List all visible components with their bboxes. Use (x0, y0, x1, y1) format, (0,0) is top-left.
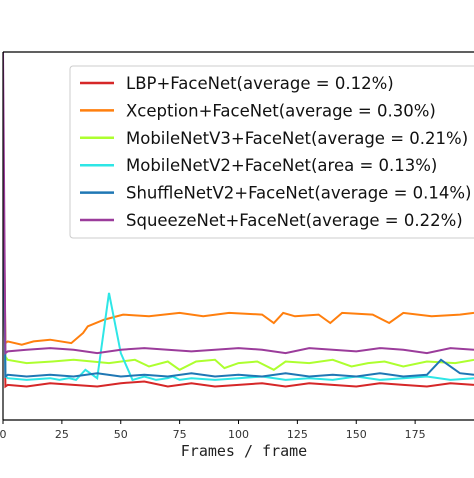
legend-label-5: ShuffleNetV2+FaceNet(average = 0.14%) (126, 184, 472, 203)
x-tick-label-25: 25 (55, 428, 69, 441)
legend-label-4: MobileNetV2+FaceNet(area = 0.13%) (126, 156, 437, 175)
x-tick-label-150: 150 (346, 428, 367, 441)
x-tick-label-50: 50 (114, 428, 128, 441)
x-tick-label-125: 125 (287, 428, 308, 441)
x-tick-label-75: 75 (173, 428, 187, 441)
legend-label-2: Xception+FaceNet(average = 0.30%) (126, 101, 436, 120)
series-line-2 (3, 145, 474, 346)
x-tick-label-100: 100 (228, 428, 249, 441)
legend-label-6: SqueezeNet+FaceNet(average = 0.22%) (126, 211, 463, 230)
series-layer (3, 52, 474, 389)
x-tick-label-175: 175 (405, 428, 426, 441)
legend-label-1: LBP+FaceNet(average = 0.12%) (126, 74, 394, 93)
legend-label-3: MobileNetV3+FaceNet(average = 0.21%) (126, 129, 468, 148)
x-axis-label: Frames / frame (181, 442, 307, 460)
series-line-1 (3, 145, 474, 389)
legend-box (69, 65, 474, 239)
x-tick-label-0: 0 (0, 428, 7, 441)
series-line-6 (3, 52, 474, 356)
axes-layer: 0 25 50 75 100 125 150 175 Frames / frame (0, 51, 474, 460)
legend: LBP+FaceNet(average = 0.12%) Xception+Fac… (69, 65, 474, 239)
series-line-3 (3, 145, 474, 371)
series-line-5 (3, 145, 474, 379)
